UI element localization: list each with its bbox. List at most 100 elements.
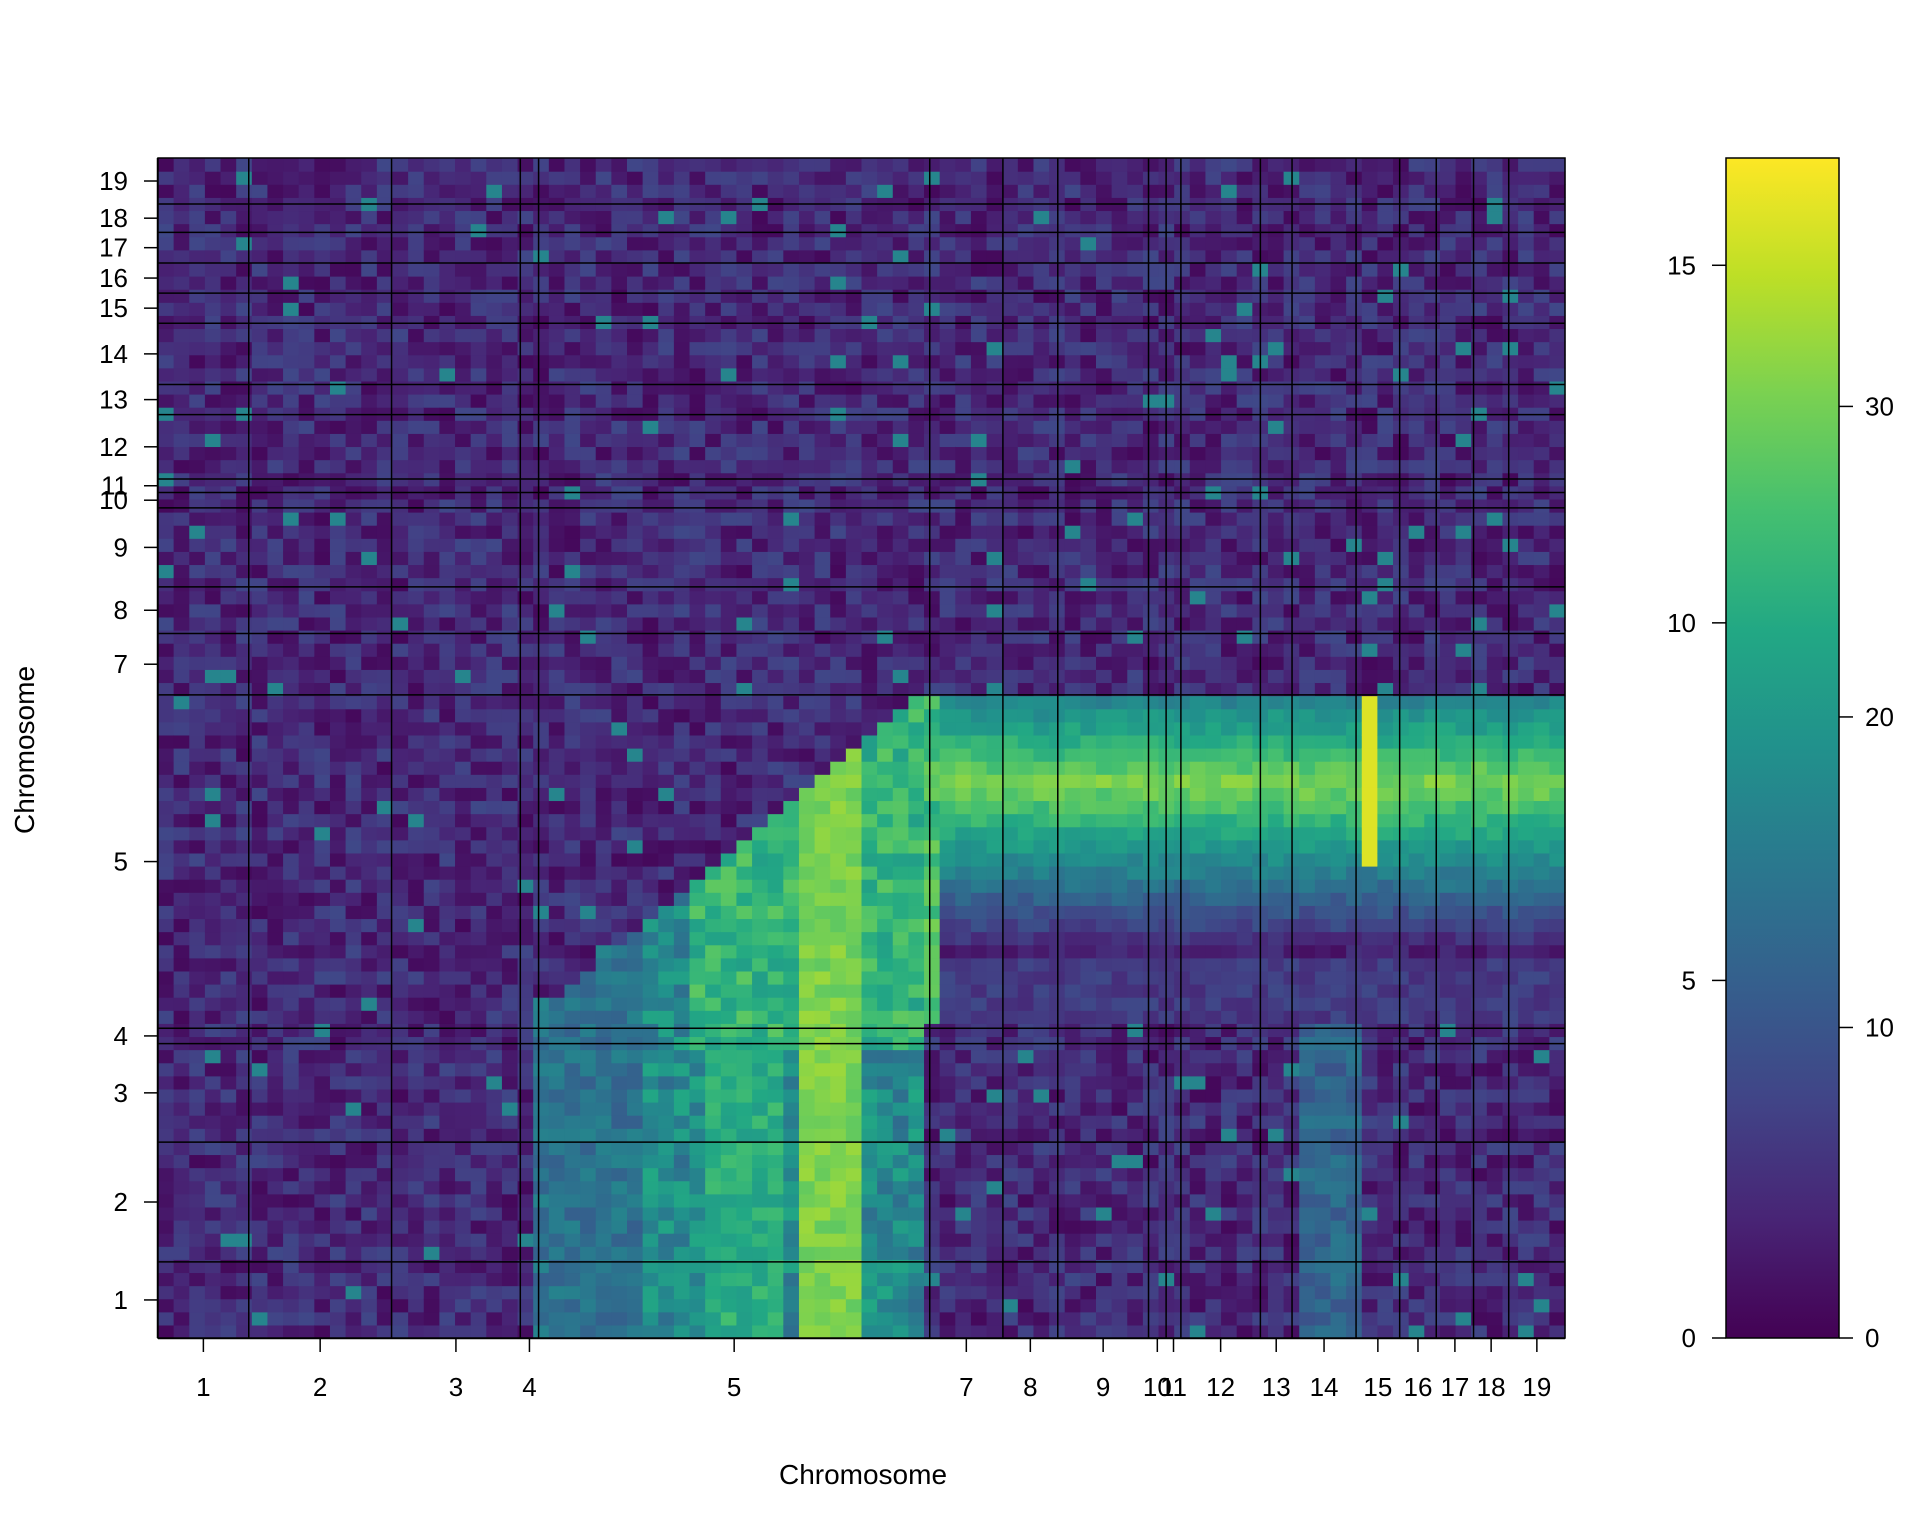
heatmap-cell <box>283 682 300 697</box>
heatmap-cell <box>298 1206 315 1221</box>
heatmap-cell <box>314 1324 331 1339</box>
heatmap-cell <box>689 787 706 802</box>
heatmap-cell <box>189 1167 206 1182</box>
heatmap-cell <box>329 1167 347 1182</box>
heatmap-cell <box>423 289 440 303</box>
heatmap-cell <box>814 839 831 854</box>
heatmap-cell <box>798 656 816 670</box>
heatmap-cell <box>220 643 237 657</box>
heatmap-cell <box>611 603 628 618</box>
heatmap-cell <box>924 1220 941 1234</box>
heatmap-cell <box>580 1115 597 1129</box>
heatmap-cell <box>658 1193 675 1208</box>
heatmap-cell <box>611 695 628 710</box>
heatmap-cell <box>548 223 566 238</box>
heatmap-cell <box>361 1180 378 1195</box>
heatmap-cell <box>783 957 800 972</box>
heatmap-cell <box>486 1062 503 1077</box>
heatmap-cell <box>486 970 503 985</box>
heatmap-cell <box>533 459 550 474</box>
heatmap-cell <box>580 905 597 920</box>
heatmap-cell <box>314 459 331 474</box>
heatmap-cell <box>970 905 988 920</box>
heatmap-cell <box>470 276 487 290</box>
heatmap-cell <box>595 525 612 539</box>
heatmap-cell <box>752 1049 769 1064</box>
heatmap-cell <box>1002 1167 1019 1182</box>
heatmap-cell <box>329 210 347 225</box>
heatmap-cell <box>564 590 581 605</box>
heatmap-cell <box>924 1272 941 1287</box>
heatmap-cell <box>845 1272 863 1287</box>
heatmap-cell <box>861 433 878 448</box>
heatmap-cell <box>830 1141 847 1156</box>
heatmap-cell <box>423 223 440 238</box>
heatmap-cell <box>236 315 253 330</box>
heatmap-cell <box>1017 1193 1035 1208</box>
heatmap-cell <box>767 512 784 526</box>
heatmap-cell <box>845 538 863 552</box>
heatmap-cell <box>892 656 909 670</box>
heatmap-cell <box>408 210 425 225</box>
heatmap-cell <box>720 1128 738 1142</box>
heatmap-cell <box>470 525 487 539</box>
heatmap-cell <box>423 433 440 448</box>
heatmap-cell <box>767 970 784 985</box>
heatmap-cell <box>908 984 925 998</box>
heatmap-cell <box>564 866 581 880</box>
heatmap-cell <box>361 997 378 1011</box>
heatmap-cell <box>658 905 675 920</box>
heatmap-cell <box>267 1167 284 1182</box>
heatmap-cell <box>814 1167 831 1182</box>
heatmap-cell <box>173 603 190 618</box>
heatmap-cell <box>658 669 675 684</box>
heatmap-cell <box>158 643 175 657</box>
heatmap-cell <box>501 774 519 788</box>
heatmap-cell <box>470 223 487 238</box>
heatmap-cell <box>798 171 816 185</box>
heatmap-cell <box>376 1075 394 1090</box>
heatmap-cell <box>1002 1180 1019 1195</box>
heatmap-cell <box>877 512 894 526</box>
heatmap-cell <box>892 669 909 684</box>
heatmap-cell <box>580 721 597 736</box>
heatmap-cell <box>767 1298 784 1313</box>
heatmap-cell <box>204 512 222 526</box>
heatmap-cell <box>329 276 347 290</box>
heatmap-cell <box>314 394 331 408</box>
heatmap-cell <box>408 984 425 998</box>
heatmap-cell <box>267 289 284 303</box>
heatmap-cell <box>251 630 269 644</box>
heatmap-cell <box>392 997 409 1011</box>
heatmap-cell <box>783 616 800 631</box>
heatmap-cell <box>689 249 706 264</box>
heatmap-cell <box>892 603 909 618</box>
heatmap-cell <box>533 171 550 185</box>
heatmap-cell <box>595 459 612 474</box>
heatmap-cell <box>892 1167 909 1182</box>
heatmap-cell <box>361 249 378 264</box>
heatmap-cell <box>439 656 456 670</box>
heatmap-cell <box>533 748 550 762</box>
heatmap-cell <box>329 446 347 461</box>
heatmap-cell <box>329 1141 347 1156</box>
heatmap-cell <box>486 262 503 277</box>
heatmap-cell <box>595 1220 612 1234</box>
heatmap-cell <box>673 433 691 448</box>
heatmap-cell <box>767 918 784 933</box>
heatmap-cell <box>548 603 566 618</box>
heatmap-cell <box>455 1075 472 1090</box>
heatmap-cell <box>595 1180 612 1195</box>
heatmap-cell <box>251 512 269 526</box>
heatmap-cell <box>767 394 784 408</box>
heatmap-cell <box>392 1088 409 1103</box>
heatmap-cell <box>501 734 519 749</box>
heatmap-cell <box>845 630 863 644</box>
heatmap-cell <box>204 1246 222 1260</box>
heatmap-cell <box>908 184 925 198</box>
heatmap-cell <box>611 446 628 461</box>
heatmap-cell <box>345 459 362 474</box>
heatmap-cell <box>892 538 909 552</box>
heatmap-cell <box>173 1193 190 1208</box>
heatmap-cell <box>470 1167 487 1182</box>
